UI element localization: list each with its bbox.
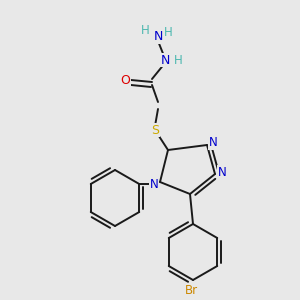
Text: H: H bbox=[174, 55, 182, 68]
Text: N: N bbox=[150, 178, 158, 190]
Text: N: N bbox=[160, 53, 170, 67]
Text: N: N bbox=[208, 136, 217, 149]
Text: H: H bbox=[164, 26, 172, 38]
Text: Br: Br bbox=[184, 284, 198, 296]
Text: H: H bbox=[141, 23, 149, 37]
Text: O: O bbox=[120, 74, 130, 86]
Text: N: N bbox=[218, 166, 226, 178]
Text: S: S bbox=[151, 124, 159, 136]
Text: N: N bbox=[153, 31, 163, 44]
